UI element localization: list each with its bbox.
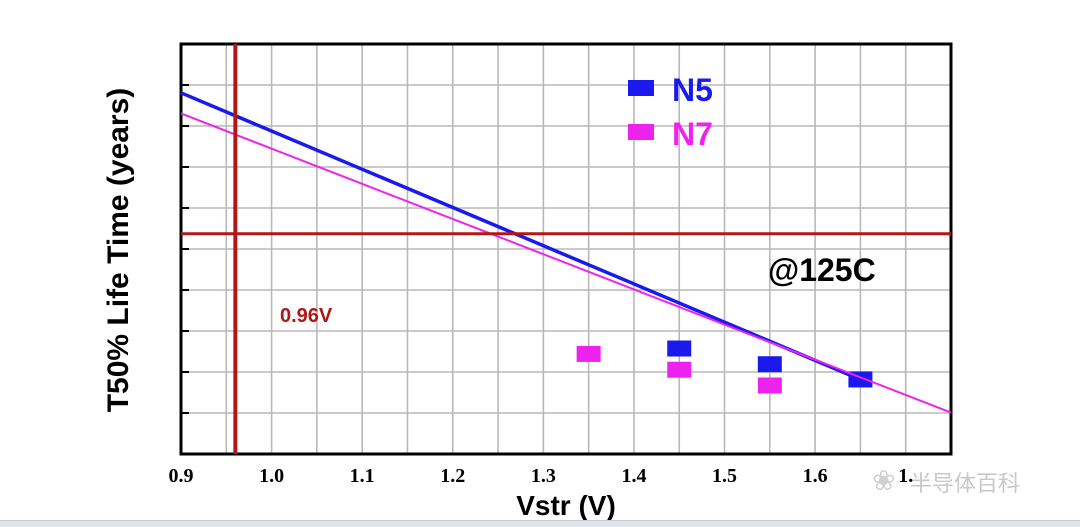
y-axis-label: T50% Life Time (years) [102, 88, 135, 413]
x-tick-label: 0.9 [169, 465, 194, 487]
watermark-text: 半导体百科 [910, 472, 1021, 497]
grid [181, 44, 951, 454]
x-axis-label: Vstr (V) [516, 490, 616, 521]
legend: N5 N7 [628, 72, 713, 152]
window-bottom-bar [0, 520, 1080, 527]
series-n7-point [757, 377, 782, 394]
legend-n7-swatch [628, 124, 654, 140]
wechat-icon: ❀ [872, 464, 896, 497]
plot-frame [179, 42, 953, 456]
x-tick-labels: 0.9 1.0 1.1 1.2 1.3 1.4 1.5 1.6 1. [169, 465, 914, 487]
reference-lines [181, 44, 951, 454]
legend-n5-swatch [628, 80, 654, 96]
x-tick-label: 1.5 [712, 465, 737, 487]
legend-n5-label: N5 [672, 72, 713, 108]
x-tick-label: 1.3 [531, 465, 556, 487]
x-tick-label: 1.6 [803, 465, 828, 487]
series-n5-point [757, 356, 782, 373]
series-n5-point [667, 340, 692, 357]
x-tick-label: 1.4 [621, 465, 646, 487]
x-tick-label: 1.1 [350, 465, 375, 487]
annotation-voltage: 0.96V [280, 305, 333, 327]
x-tick-label: 1.0 [259, 465, 284, 487]
series-n7-point [576, 345, 601, 362]
legend-n7-label: N7 [672, 116, 713, 152]
series-n7-point [667, 361, 692, 378]
x-tick-label: 1.2 [440, 465, 465, 487]
x-tick-label: 1. [898, 465, 913, 487]
series-n5-fit-line [180, 91, 862, 382]
annotation-temperature: @125C [768, 252, 876, 288]
series-layer [180, 91, 952, 414]
series-n7-fit-line [180, 112, 952, 414]
